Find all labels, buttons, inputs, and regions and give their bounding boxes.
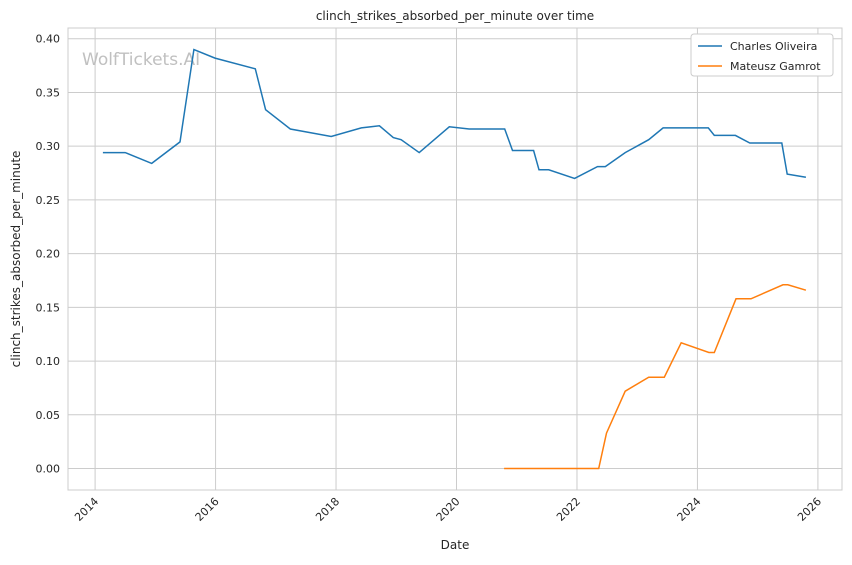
legend-label-gamrot: Mateusz Gamrot bbox=[730, 60, 821, 73]
x-tick-label: 2022 bbox=[554, 495, 583, 524]
legend-box bbox=[690, 33, 834, 77]
x-tick-label: 2014 bbox=[72, 495, 101, 524]
legend: Charles Oliveira Mateusz Gamrot bbox=[690, 33, 834, 77]
x-tick-label: 2020 bbox=[434, 495, 463, 524]
y-tick-label: 0.25 bbox=[36, 194, 61, 207]
y-tick-label: 0.00 bbox=[36, 463, 61, 476]
y-tick-label: 0.35 bbox=[36, 86, 61, 99]
y-axis-label: clinch_strikes_absorbed_per_minute bbox=[9, 151, 23, 368]
plot-frame bbox=[67, 27, 843, 491]
y-tick-label: 0.40 bbox=[36, 33, 61, 46]
grid bbox=[68, 28, 842, 490]
y-tick-label: 0.20 bbox=[36, 248, 61, 261]
x-tick-label: 2018 bbox=[313, 495, 342, 524]
y-tick-label: 0.30 bbox=[36, 140, 61, 153]
y-tick-label: 0.10 bbox=[36, 355, 61, 368]
y-tick-label: 0.05 bbox=[36, 409, 61, 422]
series-line-gamrot bbox=[504, 284, 807, 470]
x-tick-label: 2024 bbox=[675, 495, 704, 524]
legend-label-oliveira: Charles Oliveira bbox=[730, 40, 817, 53]
series-lines bbox=[102, 48, 807, 470]
x-axis-label: Date bbox=[441, 538, 470, 552]
y-tick-label: 0.15 bbox=[36, 301, 61, 314]
watermark: WolfTickets.AI bbox=[82, 50, 200, 70]
chart-title: clinch_strikes_absorbed_per_minute over … bbox=[316, 9, 594, 23]
x-tick-label: 2016 bbox=[193, 495, 222, 524]
series-line-oliveira bbox=[102, 48, 807, 180]
tick-labels: 2014 2016 2018 2020 2022 2024 2026 0.00 0.05 0.10… bbox=[36, 33, 825, 524]
x-tick-label: 2026 bbox=[795, 495, 824, 524]
